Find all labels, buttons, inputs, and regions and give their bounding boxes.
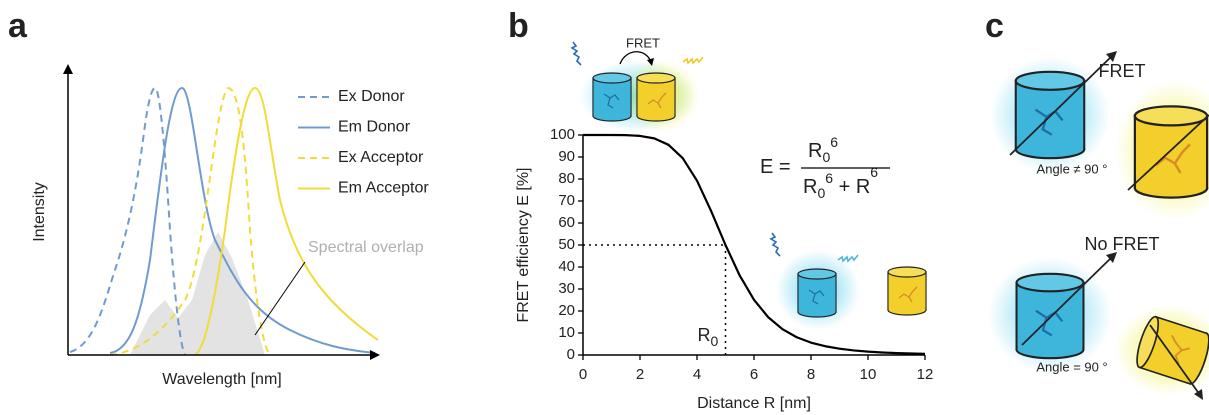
formula-denominator: R06 + R6 bbox=[803, 164, 878, 201]
spectrum-curve bbox=[194, 86, 379, 356]
formula-part: 6 bbox=[825, 170, 833, 186]
x-tick-label: 6 bbox=[750, 366, 758, 383]
acceptor-cylinder bbox=[887, 266, 927, 316]
x-tick-label: 12 bbox=[917, 366, 934, 383]
y-tick-label: 30 bbox=[558, 280, 575, 297]
donor-cylinder bbox=[797, 268, 837, 318]
x-tick-label: 2 bbox=[636, 366, 644, 383]
reference-label-main: R bbox=[698, 325, 711, 345]
y-tick-label: 60 bbox=[558, 214, 575, 231]
donor-cylinder bbox=[592, 72, 632, 122]
legend: Ex Donor Em Donor Ex Acceptor Em Acceptor bbox=[298, 88, 429, 197]
x-tick-label: 8 bbox=[807, 366, 815, 383]
y-tick-label: 100 bbox=[550, 126, 575, 143]
formula-part: + R bbox=[833, 176, 870, 198]
y-tick-label: 80 bbox=[558, 170, 575, 187]
formula-part: R bbox=[808, 140, 822, 162]
spectrum-curve bbox=[109, 86, 271, 356]
dipole bbox=[1009, 54, 1114, 156]
spectrum-curve bbox=[69, 86, 186, 356]
y-tick-label: 20 bbox=[558, 302, 575, 319]
title: No FRET bbox=[1084, 234, 1159, 254]
orientation-panel: FRET Angle ≠ 90 ° No FRET Angle = 90 ° bbox=[988, 51, 1209, 400]
y-tick-label: 10 bbox=[558, 324, 575, 341]
angle-label: Angle = 90 ° bbox=[1036, 359, 1107, 374]
panel-letter: c bbox=[985, 7, 1004, 45]
reference-label: R0 bbox=[698, 325, 719, 349]
y-tick-label: 50 bbox=[558, 236, 575, 253]
angle-label: Angle ≠ 90 ° bbox=[1037, 161, 1108, 176]
y-tick-label: 70 bbox=[558, 192, 575, 209]
spectra-panel: Intensity Wavelength [nm] Spectral overl… bbox=[31, 64, 429, 388]
legend-label: Ex Acceptor bbox=[338, 149, 424, 166]
y-tick-label: 90 bbox=[558, 148, 575, 165]
icon-label: FRET bbox=[626, 35, 660, 50]
annotation-line bbox=[254, 261, 306, 336]
dipole bbox=[1149, 324, 1201, 396]
arrow-head bbox=[1194, 389, 1203, 400]
reference-label-sub: 0 bbox=[711, 333, 719, 349]
formula-numerator: R06 bbox=[808, 134, 838, 165]
formula-part: 0 bbox=[822, 149, 830, 165]
arrow-head bbox=[1106, 51, 1117, 62]
dipole bbox=[1127, 114, 1209, 191]
formula-part: R bbox=[803, 176, 817, 198]
arrow-head bbox=[647, 58, 654, 66]
excitation-wave bbox=[769, 232, 781, 257]
transfer-arrow bbox=[619, 51, 652, 65]
formula: E = bbox=[760, 156, 791, 178]
legend-label: Ex Donor bbox=[338, 88, 405, 105]
y-axis-label: FRET efficiency E [%] bbox=[515, 167, 532, 322]
title: FRET bbox=[1099, 61, 1146, 81]
x-tick-label: 10 bbox=[860, 366, 877, 383]
panel-letter: b bbox=[508, 7, 529, 45]
formula-lhs: E = bbox=[760, 156, 791, 178]
x-tick-label: 0 bbox=[579, 366, 587, 383]
formula-part: 0 bbox=[817, 185, 825, 201]
excitation-wave bbox=[570, 41, 582, 66]
y-tick-label: 0 bbox=[567, 346, 575, 363]
acceptor-cylinder bbox=[636, 72, 676, 122]
annotation: Spectral overlap bbox=[308, 239, 424, 256]
x-axis-label: Distance R [nm] bbox=[697, 395, 811, 412]
donor-cylinder bbox=[1015, 272, 1085, 360]
formula-part: 6 bbox=[830, 134, 838, 150]
acceptor-cylinder bbox=[1133, 105, 1209, 199]
axis-arrow bbox=[370, 350, 380, 360]
dipole bbox=[1021, 255, 1114, 346]
legend-label: Em Acceptor bbox=[338, 180, 429, 197]
arrow-head bbox=[1106, 252, 1117, 263]
axis-arrow bbox=[63, 64, 73, 74]
x-axis-label: Wavelength [nm] bbox=[162, 371, 281, 388]
formula-part: 6 bbox=[870, 164, 878, 180]
panel-letter: a bbox=[8, 7, 28, 45]
spectrum-curve bbox=[109, 86, 376, 354]
data-line bbox=[583, 133, 926, 355]
emission-wave bbox=[682, 56, 704, 65]
y-tick-label: 40 bbox=[558, 258, 575, 275]
y-axis-label: Intensity bbox=[31, 182, 48, 242]
overlap-area bbox=[130, 232, 265, 355]
emission-wave bbox=[837, 254, 859, 263]
legend-label: Em Donor bbox=[338, 119, 411, 136]
x-tick-label: 4 bbox=[693, 366, 701, 383]
